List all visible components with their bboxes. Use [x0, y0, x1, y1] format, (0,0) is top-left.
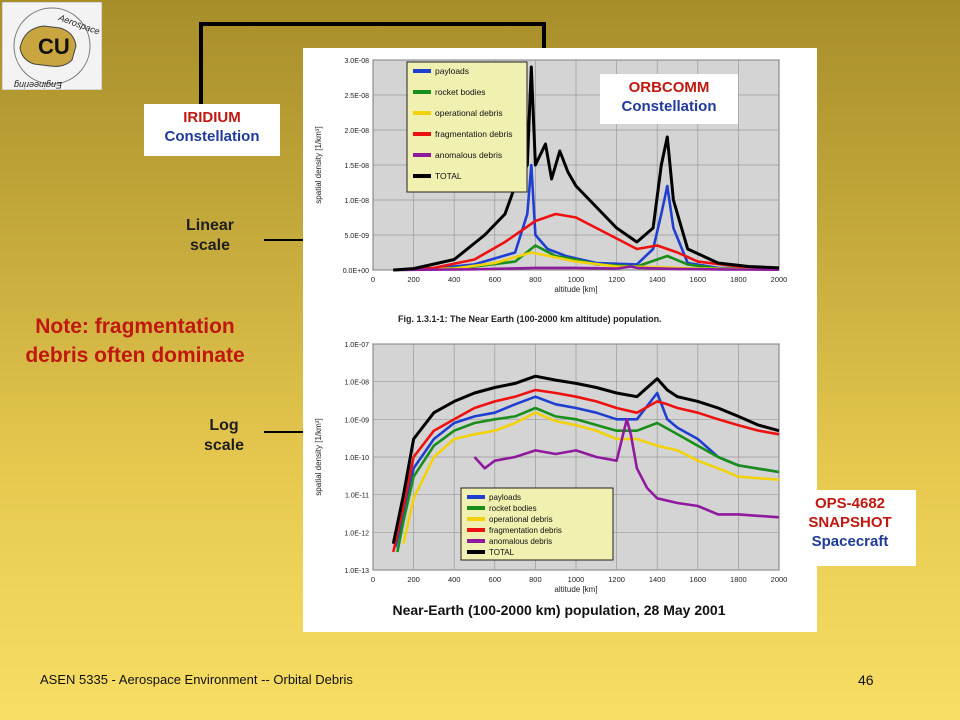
cu-aerospace-logo: CU Aerospace Engineering: [1, 1, 103, 91]
linear-scale-word: scale: [189, 237, 231, 254]
x-tick-label: 1200: [608, 575, 625, 584]
y-tick-label: 1.0E-13: [344, 568, 369, 575]
fragmentation-note: Note: fragmentation debris often dominat…: [0, 312, 270, 370]
ops-sublabel: SNAPSHOT: [808, 514, 892, 531]
series-line-fragmentation-debris: [392, 388, 780, 553]
legend-label: fragmentation debris: [435, 129, 513, 139]
log-scale-label: Log scale: [192, 416, 256, 456]
x-tick-label: 600: [489, 575, 502, 584]
x-tick-label: 1400: [649, 275, 666, 284]
figure-caption: Fig. 1.3.1-1: The Near Earth (100-2000 k…: [398, 314, 662, 324]
x-tick-label: 600: [489, 275, 502, 284]
series-line-payloads: [394, 391, 780, 548]
x-tick-label: 200: [407, 575, 420, 584]
legend-label: operational debris: [489, 515, 553, 524]
x-tick-label: 1200: [608, 275, 625, 284]
svg-text:CU: CU: [38, 34, 70, 59]
x-tick-label: 0: [371, 575, 375, 584]
debris-charts: 0 200 400 600 800 1000 1200 1400 1600 1800 20000.0…: [314, 58, 788, 618]
y-tick-label: 5.0E-09: [344, 233, 369, 240]
orbcomm-label: ORBCOMM: [628, 79, 710, 96]
y-tick-label: 1.0E-09: [344, 417, 369, 424]
series-line-operational-debris: [402, 411, 780, 544]
x-tick-label: 800: [529, 275, 542, 284]
y-axis-label: spatial density [1/km³]: [314, 126, 323, 203]
legend-box: [406, 61, 528, 193]
legend-label: rocket bodies: [489, 504, 537, 513]
x-tick-label: 2000: [771, 275, 788, 284]
series-line-rocket-bodies: [396, 406, 780, 553]
series-line-total: [393, 65, 780, 272]
iridium-label: IRIDIUM: [183, 109, 241, 126]
log-scale-word: scale: [203, 437, 245, 454]
legend-box: [460, 487, 614, 561]
y-tick-label: 1.0E-12: [344, 530, 369, 537]
x-tick-label: 1800: [730, 275, 747, 284]
linear-word: Linear: [185, 217, 234, 234]
y-axis-label: spatial density [1/km³]: [314, 418, 323, 495]
x-tick-label: 1400: [649, 575, 666, 584]
iridium-sublabel: Constellation: [164, 128, 260, 145]
y-tick-label: 2.5E-08: [344, 93, 369, 100]
y-tick-label: 1.0E-10: [344, 455, 369, 462]
x-tick-label: 1800: [730, 575, 747, 584]
series-line-total: [391, 374, 780, 545]
orbcomm-callout: ORBCOMM Constellation: [600, 74, 738, 124]
y-tick-label: 0.0E+00: [343, 268, 369, 275]
note-line2: debris often dominate: [25, 344, 245, 367]
ops-callout: OPS-4682 SNAPSHOT Spacecraft: [784, 490, 916, 566]
x-tick-label: 800: [529, 575, 542, 584]
x-tick-label: 1000: [568, 575, 585, 584]
main-caption: Near-Earth (100-2000 km) population, 28 …: [392, 602, 725, 618]
x-tick-label: 400: [448, 275, 461, 284]
x-axis-label: altitude [km]: [554, 285, 597, 294]
footer-course: ASEN 5335 - Aerospace Environment -- Orb…: [40, 672, 353, 687]
legend-label: TOTAL: [435, 171, 462, 181]
series-line-fragmentation-debris: [393, 212, 780, 272]
legend-label: anomalous debris: [489, 537, 552, 546]
legend-label: rocket bodies: [435, 87, 486, 97]
x-tick-label: 200: [407, 275, 420, 284]
series-line-anomalous-debris: [473, 417, 780, 519]
y-tick-label: 1.5E-08: [344, 163, 369, 170]
y-tick-label: 2.0E-08: [344, 128, 369, 135]
x-tick-label: 2000: [771, 575, 788, 584]
legend-label: TOTAL: [489, 548, 515, 557]
legend-label: anomalous debris: [435, 150, 502, 160]
legend-label: payloads: [435, 66, 469, 76]
x-tick-label: 400: [448, 575, 461, 584]
orbcomm-sublabel: Constellation: [621, 98, 717, 115]
y-tick-label: 1.0E-08: [344, 198, 369, 205]
y-tick-label: 3.0E-08: [344, 58, 369, 65]
ops-label: OPS-4682: [814, 495, 886, 512]
x-tick-label: 1000: [568, 275, 585, 284]
legend-label: fragmentation debris: [489, 526, 562, 535]
page-number: 46: [858, 672, 874, 688]
y-tick-label: 1.0E-07: [344, 342, 369, 349]
x-tick-label: 0: [371, 275, 375, 284]
linear-scale-label: Linear scale: [178, 216, 242, 256]
note-line1: Note: fragmentation: [35, 315, 235, 338]
x-tick-label: 1600: [689, 575, 706, 584]
log-chart: 0 200 400 600 800 1000 1200 1400 1600 1800 2000 1.0…: [314, 342, 787, 594]
legend-label: payloads: [489, 493, 521, 502]
y-tick-label: 1.0E-08: [344, 380, 369, 387]
y-tick-label: 1.0E-11: [345, 493, 369, 500]
svg-text:Engineering: Engineering: [14, 80, 62, 90]
iridium-callout: IRIDIUM Constellation: [144, 104, 280, 156]
series-line-anomalous-debris: [393, 265, 780, 272]
x-axis-label: altitude [km]: [554, 585, 597, 594]
x-tick-label: 1600: [689, 275, 706, 284]
ops-type: Spacecraft: [811, 533, 889, 550]
log-word: Log: [209, 417, 239, 434]
legend-label: operational debris: [435, 108, 503, 118]
